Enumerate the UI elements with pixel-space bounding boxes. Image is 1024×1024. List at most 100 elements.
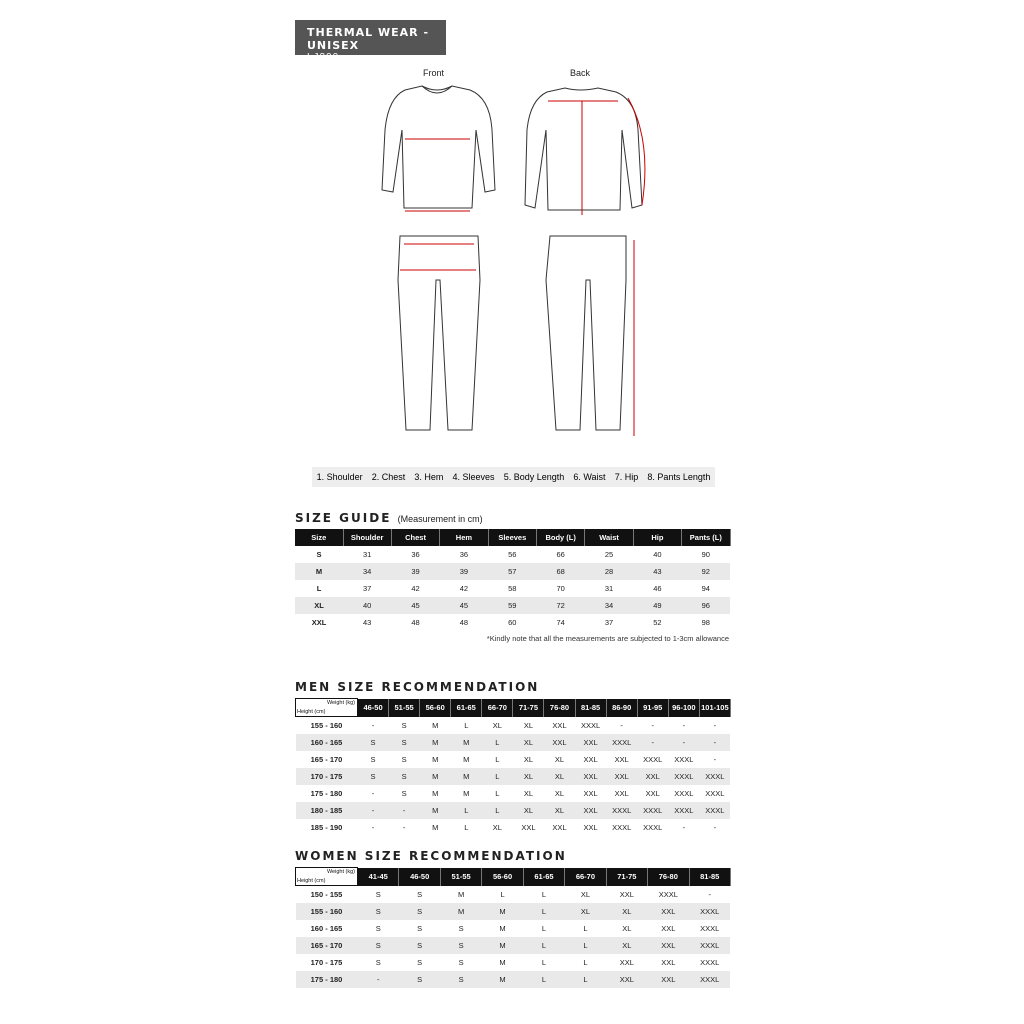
cell: XXL — [575, 734, 607, 751]
row: XL 40 45 45 59 72 34 49 96 — [295, 597, 730, 614]
legend-item: 5. Body Length — [503, 472, 565, 482]
legend-item: 3. Hem — [414, 472, 444, 482]
cell: XL — [554, 789, 565, 798]
size_guide-table: Size Shoulder Chest Hem Sleeves Body (L) Waist… — [295, 529, 731, 631]
column-header: 61-65 — [523, 867, 566, 886]
column-header: 41-45 — [357, 867, 400, 886]
cell: M — [481, 971, 524, 988]
cell: - — [357, 971, 399, 988]
cell: XXXL — [699, 802, 731, 819]
row-header: M — [295, 563, 343, 580]
cell: L — [481, 768, 513, 785]
cell: L — [523, 971, 565, 988]
cell: M — [419, 734, 451, 751]
cell: XXXL — [689, 937, 731, 954]
row-header: L — [316, 584, 322, 593]
cell: L — [564, 971, 607, 988]
cell: XXL — [552, 720, 567, 730]
cell: 40 — [343, 597, 392, 614]
column-header: Body (L) — [536, 529, 586, 546]
column-header: 71-75 — [606, 867, 649, 886]
cell: S — [401, 789, 407, 798]
cell: L — [481, 734, 513, 751]
cell: L — [464, 823, 469, 832]
cell: - — [713, 720, 717, 730]
cell: S — [398, 937, 441, 954]
cell: S — [440, 937, 482, 954]
column-header: Chest — [391, 529, 441, 546]
cell: XXXL — [606, 802, 638, 819]
cell: XL — [523, 789, 534, 798]
collar — [421, 85, 453, 94]
view-label: Back — [570, 68, 591, 78]
header-title: THERMAL WEAR - UNISEX — [307, 26, 430, 52]
row-header: 165 - 170 — [295, 937, 358, 954]
cell: XXL — [614, 789, 629, 798]
cell: XL — [512, 768, 544, 785]
cell: L — [541, 924, 547, 933]
cell: 72 — [536, 597, 585, 614]
cell: XXXL — [700, 924, 720, 933]
column-header: 66-70 — [564, 867, 607, 886]
row-header: 165 - 170 — [310, 755, 343, 764]
cell: 49 — [633, 597, 682, 614]
shirt-back — [524, 87, 643, 211]
cell: XL — [543, 768, 576, 785]
product-code: LJ390 — [307, 52, 340, 63]
cell: XXL — [583, 755, 598, 764]
cell: S — [388, 768, 420, 785]
column-header: 51-55 — [388, 698, 421, 717]
cell: - — [651, 720, 654, 730]
cell: XXL — [552, 823, 567, 832]
cell: 45 — [391, 597, 440, 614]
cell: 25 — [604, 550, 614, 559]
cell: XL — [543, 802, 576, 819]
cell: - — [668, 734, 700, 751]
pants-back — [545, 235, 627, 431]
view-label: Front — [423, 68, 445, 78]
cell: XL — [564, 903, 607, 920]
cell: M — [457, 889, 465, 899]
row: 180 - 185- - M L L XL XL XXL XXXL XXXL XXXL XXXL — [295, 802, 731, 819]
column-header: 71-75 — [512, 698, 545, 717]
cell: 34 — [584, 597, 634, 614]
row: 155 - 160 - S M L XL XL XXL XXXL - - - - — [296, 717, 731, 735]
cell: XXXL — [668, 802, 700, 819]
cell: XXXL — [700, 958, 720, 967]
cell: - — [388, 802, 420, 819]
column-header: Hip — [633, 529, 683, 546]
cell: XXL — [583, 789, 598, 798]
subtitle: (Measurement in cm) — [397, 514, 483, 524]
cell: XXXL — [674, 755, 694, 764]
column-header: 81-85 — [689, 867, 731, 886]
cell: L — [500, 889, 505, 899]
measurement-legend: 1. Shoulder 2. Chest 3. Hem 4. Sleeves 5. Bo… — [312, 467, 715, 487]
cell: XXXL — [580, 720, 601, 730]
cell: S — [357, 903, 399, 920]
row: S 31 36 36 56 66 25 40 90 — [295, 546, 730, 563]
cell: 94 — [701, 584, 710, 593]
row-header: 185 - 190 — [310, 823, 343, 832]
cell: L — [583, 924, 588, 933]
cell: M — [432, 823, 439, 832]
cell: 39 — [391, 563, 440, 580]
men-title: MEN SIZE RECOMMENDATION — [295, 680, 540, 694]
cell: - — [682, 823, 686, 832]
cell: 59 — [488, 597, 537, 614]
legend-item: 8. Pants Length — [647, 472, 711, 482]
corner-cell: Weight (kg) Height (cm) — [295, 698, 358, 717]
cell: 34 — [343, 563, 392, 580]
corner-bottom: Height (cm) — [297, 878, 326, 884]
men-table: Weight (kg) Height (cm) 46-50 51-55 56-60 61-… — [295, 698, 731, 836]
cell: L — [523, 903, 565, 920]
cell: - — [682, 720, 686, 730]
cell: XXL — [661, 924, 676, 933]
cell: XXL — [606, 971, 648, 988]
cell: M — [432, 755, 439, 764]
cell: S — [357, 937, 399, 954]
cell: 31 — [363, 550, 372, 559]
row-header: 170 - 175 — [295, 768, 358, 785]
header-row: Weight (kg) Height (cm) 46-50 51-55 56-60 61-… — [295, 698, 731, 717]
header-row: Size Shoulder Chest Hem Sleeves Body (L) Waist… — [295, 529, 731, 546]
row: 170 - 175 S S M M L XL XL XXL XXL XXL XXXL XXXL — [295, 768, 731, 785]
